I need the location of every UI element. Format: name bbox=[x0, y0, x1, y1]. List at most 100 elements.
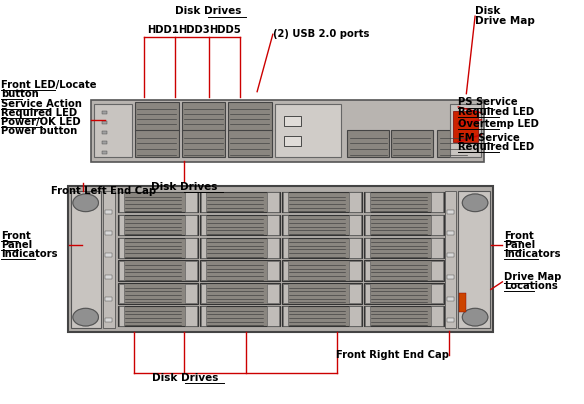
FancyBboxPatch shape bbox=[364, 284, 370, 303]
FancyBboxPatch shape bbox=[364, 283, 444, 303]
FancyBboxPatch shape bbox=[267, 261, 279, 280]
FancyBboxPatch shape bbox=[459, 293, 467, 312]
Text: Drive Map: Drive Map bbox=[475, 16, 535, 25]
Text: FM Service: FM Service bbox=[458, 133, 520, 143]
FancyBboxPatch shape bbox=[283, 238, 288, 258]
FancyBboxPatch shape bbox=[118, 306, 198, 326]
Text: Disk: Disk bbox=[475, 6, 500, 17]
FancyBboxPatch shape bbox=[447, 275, 454, 279]
FancyBboxPatch shape bbox=[200, 192, 280, 213]
FancyBboxPatch shape bbox=[283, 261, 288, 280]
Text: Front: Front bbox=[1, 231, 31, 241]
FancyBboxPatch shape bbox=[282, 306, 361, 326]
FancyBboxPatch shape bbox=[458, 191, 489, 328]
FancyBboxPatch shape bbox=[447, 210, 454, 214]
Text: Required LED: Required LED bbox=[458, 107, 534, 117]
FancyBboxPatch shape bbox=[447, 297, 454, 301]
FancyBboxPatch shape bbox=[267, 284, 279, 303]
FancyBboxPatch shape bbox=[364, 215, 444, 235]
FancyBboxPatch shape bbox=[364, 215, 370, 235]
FancyBboxPatch shape bbox=[349, 238, 361, 258]
Text: Disk Drives: Disk Drives bbox=[152, 373, 218, 383]
Text: (2) USB 2.0 ports: (2) USB 2.0 ports bbox=[273, 29, 369, 39]
FancyBboxPatch shape bbox=[228, 102, 272, 131]
FancyBboxPatch shape bbox=[182, 102, 225, 131]
FancyBboxPatch shape bbox=[228, 130, 272, 157]
Text: Front LED/Locate: Front LED/Locate bbox=[1, 80, 97, 90]
FancyBboxPatch shape bbox=[105, 318, 112, 322]
FancyBboxPatch shape bbox=[284, 136, 301, 146]
FancyBboxPatch shape bbox=[118, 283, 198, 303]
Circle shape bbox=[463, 308, 488, 326]
FancyBboxPatch shape bbox=[105, 275, 112, 279]
FancyBboxPatch shape bbox=[119, 215, 124, 235]
FancyBboxPatch shape bbox=[185, 238, 197, 258]
FancyBboxPatch shape bbox=[135, 130, 179, 157]
FancyBboxPatch shape bbox=[447, 318, 454, 322]
FancyBboxPatch shape bbox=[349, 284, 361, 303]
Text: Indicators: Indicators bbox=[1, 249, 58, 259]
FancyBboxPatch shape bbox=[135, 102, 179, 131]
FancyBboxPatch shape bbox=[445, 191, 457, 328]
Text: button: button bbox=[1, 89, 39, 99]
FancyBboxPatch shape bbox=[102, 152, 107, 154]
FancyBboxPatch shape bbox=[185, 215, 197, 235]
FancyBboxPatch shape bbox=[102, 131, 107, 134]
FancyBboxPatch shape bbox=[267, 238, 279, 258]
FancyBboxPatch shape bbox=[447, 253, 454, 257]
FancyBboxPatch shape bbox=[185, 192, 197, 212]
FancyBboxPatch shape bbox=[201, 284, 206, 303]
FancyBboxPatch shape bbox=[200, 238, 280, 258]
FancyBboxPatch shape bbox=[267, 215, 279, 235]
FancyBboxPatch shape bbox=[119, 192, 124, 212]
FancyBboxPatch shape bbox=[431, 306, 443, 326]
FancyBboxPatch shape bbox=[201, 192, 206, 212]
FancyBboxPatch shape bbox=[185, 306, 197, 326]
FancyBboxPatch shape bbox=[431, 238, 443, 258]
FancyBboxPatch shape bbox=[200, 306, 280, 326]
FancyBboxPatch shape bbox=[105, 297, 112, 301]
FancyBboxPatch shape bbox=[119, 238, 124, 258]
Text: PS Service: PS Service bbox=[458, 97, 518, 107]
FancyBboxPatch shape bbox=[453, 111, 478, 142]
FancyBboxPatch shape bbox=[119, 261, 124, 280]
FancyBboxPatch shape bbox=[347, 130, 389, 157]
FancyBboxPatch shape bbox=[71, 191, 102, 328]
FancyBboxPatch shape bbox=[349, 306, 361, 326]
FancyBboxPatch shape bbox=[349, 215, 361, 235]
FancyBboxPatch shape bbox=[364, 192, 444, 213]
Text: HDD5: HDD5 bbox=[209, 25, 241, 35]
Text: Power button: Power button bbox=[1, 126, 78, 136]
Text: Panel: Panel bbox=[1, 240, 33, 250]
Text: HDD1: HDD1 bbox=[147, 25, 179, 35]
FancyBboxPatch shape bbox=[450, 104, 481, 157]
FancyBboxPatch shape bbox=[102, 121, 107, 124]
Circle shape bbox=[463, 194, 488, 212]
Text: Locations: Locations bbox=[504, 281, 558, 291]
FancyBboxPatch shape bbox=[118, 192, 198, 213]
FancyBboxPatch shape bbox=[119, 284, 124, 303]
FancyBboxPatch shape bbox=[200, 283, 280, 303]
FancyBboxPatch shape bbox=[349, 261, 361, 280]
FancyBboxPatch shape bbox=[267, 306, 279, 326]
FancyBboxPatch shape bbox=[437, 130, 470, 157]
Text: Panel: Panel bbox=[504, 240, 536, 250]
FancyBboxPatch shape bbox=[274, 104, 342, 157]
Circle shape bbox=[73, 194, 99, 212]
FancyBboxPatch shape bbox=[118, 260, 198, 281]
FancyBboxPatch shape bbox=[201, 238, 206, 258]
Text: Front Right End Cap: Front Right End Cap bbox=[336, 350, 449, 360]
FancyBboxPatch shape bbox=[364, 306, 370, 326]
FancyBboxPatch shape bbox=[105, 231, 112, 236]
FancyBboxPatch shape bbox=[118, 238, 198, 258]
Text: Required LED: Required LED bbox=[1, 108, 78, 118]
FancyBboxPatch shape bbox=[364, 306, 444, 326]
FancyBboxPatch shape bbox=[105, 253, 112, 257]
FancyBboxPatch shape bbox=[185, 284, 197, 303]
Text: Overtemp LED: Overtemp LED bbox=[458, 119, 539, 129]
FancyBboxPatch shape bbox=[185, 261, 197, 280]
Text: Power/OK LED: Power/OK LED bbox=[1, 117, 81, 127]
FancyBboxPatch shape bbox=[431, 284, 443, 303]
Text: Drive Map: Drive Map bbox=[504, 272, 562, 282]
Text: Front Left End Cap: Front Left End Cap bbox=[51, 186, 156, 196]
